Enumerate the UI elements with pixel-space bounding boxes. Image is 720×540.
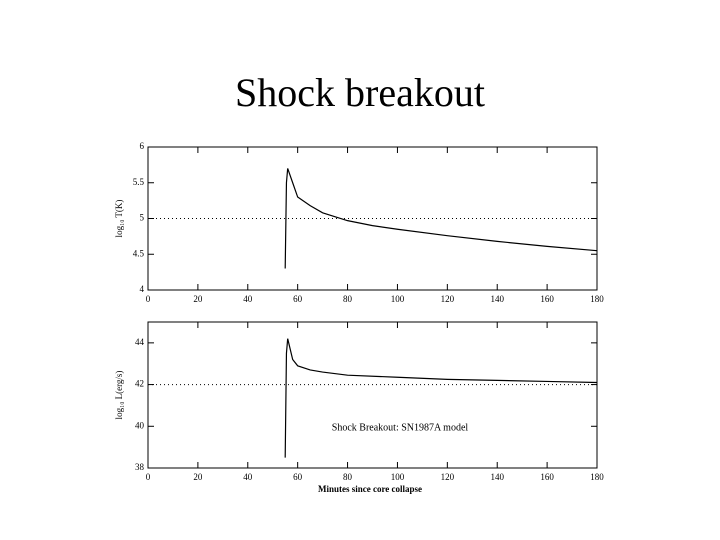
x-tick-label: 100 (391, 294, 405, 304)
x-tick-label: 0 (146, 294, 151, 304)
x-tick-label: 100 (391, 472, 405, 482)
annotation: Shock Breakout: SN1987A model (332, 422, 469, 433)
x-tick-label: 20 (193, 472, 203, 482)
x-tick-label: 180 (590, 294, 604, 304)
x-tick-label: 120 (441, 294, 455, 304)
y-tick-label: 4 (140, 284, 145, 294)
y-tick-label: 5.5 (133, 177, 145, 187)
y-axis-label: log₁₀ T(K) (114, 200, 124, 238)
y-tick-label: 40 (135, 420, 145, 430)
x-tick-label: 160 (540, 472, 554, 482)
x-axis-label: Minutes since core collapse (318, 484, 422, 494)
x-tick-label: 140 (490, 472, 504, 482)
x-tick-label: 60 (293, 294, 303, 304)
data-line (284, 168, 598, 269)
x-tick-label: 120 (441, 472, 455, 482)
x-tick-label: 80 (343, 472, 353, 482)
x-tick-label: 40 (243, 472, 253, 482)
x-tick-label: 0 (146, 472, 151, 482)
y-tick-label: 5 (140, 213, 145, 223)
x-tick-label: 20 (193, 294, 203, 304)
y-tick-label: 44 (135, 337, 145, 347)
plot-frame (147, 321, 598, 469)
y-axis-label: log₁₀ L(erg/s) (114, 371, 124, 420)
slide-title: Shock breakout (235, 70, 485, 115)
x-tick-label: 160 (540, 294, 554, 304)
y-tick-label: 42 (135, 379, 144, 389)
y-tick-label: 38 (135, 462, 145, 472)
data-line (284, 338, 598, 458)
y-tick-label: 4.5 (133, 248, 145, 258)
x-tick-label: 80 (343, 294, 353, 304)
x-tick-label: 60 (293, 472, 303, 482)
x-tick-label: 140 (490, 294, 504, 304)
x-tick-label: 180 (590, 472, 604, 482)
y-tick-label: 6 (140, 141, 145, 151)
x-tick-label: 40 (243, 294, 253, 304)
